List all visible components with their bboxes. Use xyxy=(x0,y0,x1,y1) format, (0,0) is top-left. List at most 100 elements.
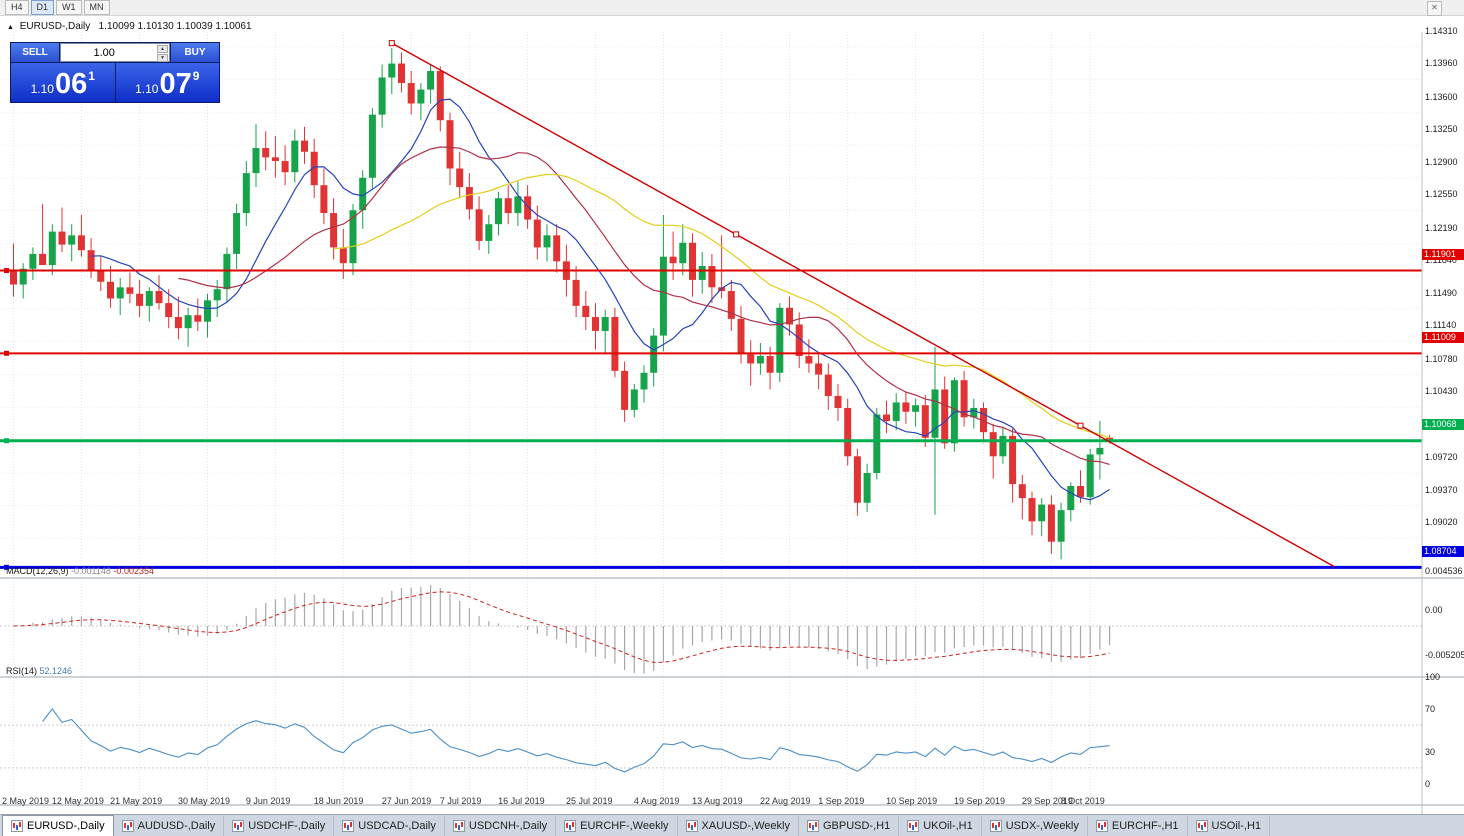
trendline-handle xyxy=(388,40,395,47)
price-axis-tick: 1.10780 xyxy=(1425,353,1458,364)
chart-tab-bar: EURUSD-,Daily AUDUSD-,Daily USDCHF-,Daily U… xyxy=(0,814,1464,836)
chart-canvas[interactable] xyxy=(0,16,1464,830)
chart-tab-label: EURCHF-,H1 xyxy=(1111,820,1179,832)
tab-ukoil-h1[interactable]: UKOil-,H1 xyxy=(899,816,982,836)
candles xyxy=(10,47,1114,560)
timeframe-toolbar: H4 D1 W1 MN xyxy=(0,0,1464,16)
tab-eurchf-h1[interactable]: EURCHF-,H1 xyxy=(1088,816,1188,836)
rsi-axis-tick: 0 xyxy=(1425,779,1431,789)
chart-tab-label: USDCAD-,Daily xyxy=(358,820,436,832)
chart-tab-label: USDX-,Weekly xyxy=(1005,820,1079,832)
descending-trendline[interactable] xyxy=(391,42,1335,568)
timeframe-mn-button[interactable]: MN xyxy=(83,0,110,15)
macd-axis-tick: 0.00 xyxy=(1425,605,1443,615)
price-badge-1.08704: 1.08704 xyxy=(1422,545,1464,557)
trendline-handle xyxy=(733,231,740,238)
one-click-trading-panel: SELL ▲ ▼ BUY 1.10 06 1 1.10 xyxy=(10,42,220,103)
chart-ohlc-values: 1.10099 1.10130 1.10039 1.10061 xyxy=(98,21,252,32)
tab-xauusd-weekly[interactable]: XAUUSD-,Weekly xyxy=(678,816,799,836)
tab-eurchf-weekly[interactable]: EURCHF-,Weekly xyxy=(556,816,678,836)
sell-button[interactable]: SELL xyxy=(11,43,59,62)
moving-average-18 xyxy=(178,146,1110,465)
chart-tab-label: USDCNH-,Daily xyxy=(468,820,548,832)
chart-region: 1.14310 1.13960 1.13600 1.13250 1.12900 1.125… xyxy=(0,16,1464,829)
date-axis-label: 7 Jul 2019 xyxy=(439,796,482,806)
price-axis-tick: 1.13600 xyxy=(1425,91,1458,102)
tab-usdchf-daily[interactable]: USDCHF-,Daily xyxy=(224,816,335,836)
date-axis-label: 9 Jun 2019 xyxy=(245,796,291,806)
sell-price-display[interactable]: 1.10 06 1 xyxy=(11,63,115,102)
price-axis-tick: 1.11490 xyxy=(1425,287,1457,298)
tab-audusd-daily[interactable]: AUDUSD-,Daily xyxy=(114,816,225,836)
date-axis-label: 27 Jun 2019 xyxy=(381,796,432,806)
sell-price-big: 06 xyxy=(54,68,88,100)
price-axis-tick: 1.12550 xyxy=(1425,189,1458,200)
trendline-handle xyxy=(1077,422,1084,429)
tab-usdcad-daily[interactable]: USDCAD-,Daily xyxy=(334,816,445,836)
chart-tab-icon xyxy=(1195,820,1208,832)
rsi-axis-tick: 30 xyxy=(1425,746,1436,757)
tab-eurusd-daily[interactable]: EURUSD-,Daily xyxy=(2,815,114,836)
timeframe-h4-button[interactable]: H4 xyxy=(5,0,29,15)
date-axis-label: 16 Jul 2019 xyxy=(498,796,545,806)
chart-objects xyxy=(0,40,1422,570)
volume-input[interactable] xyxy=(61,46,148,59)
chart-tab-icon xyxy=(685,820,698,832)
date-axis-label: 1 Sep 2019 xyxy=(818,796,865,806)
buy-price-display[interactable]: 1.10 07 9 xyxy=(115,63,219,102)
one-click-collapse-icon[interactable]: ▲ xyxy=(7,24,14,31)
price-axis-tick: 1.10430 xyxy=(1425,386,1458,397)
chart-tab-label: XAUUSD-,Weekly xyxy=(701,820,790,832)
chart-tab-label: USDCHF-,Daily xyxy=(248,820,326,832)
date-axis-label: 13 Aug 2019 xyxy=(692,796,743,806)
date-axis-label: 29 Sep 2019 xyxy=(1021,796,1073,806)
tab-usdcnh-daily[interactable]: USDCNH-,Daily xyxy=(445,816,557,836)
chart-tab-icon xyxy=(232,820,245,832)
date-axis-label: 4 Aug 2019 xyxy=(633,796,680,806)
buy-price-pip: 9 xyxy=(192,69,200,83)
chart-tab-label: AUDUSD-,Daily xyxy=(137,820,216,832)
chart-tab-label: GBPUSD-,H1 xyxy=(822,820,891,832)
chart-tab-icon xyxy=(907,820,920,832)
volume-field: ▲ ▼ xyxy=(60,43,170,62)
timeframe-w1-button[interactable]: W1 xyxy=(56,0,82,15)
price-axis-tick: 1.14310 xyxy=(1425,25,1458,36)
chart-tab-icon xyxy=(1095,820,1108,832)
chart-tab-icon xyxy=(564,820,577,832)
tab-usoil-h1[interactable]: USOil-,H1 xyxy=(1188,816,1271,836)
macd-signal-line xyxy=(13,591,1110,663)
date-axis-label: 19 Sep 2019 xyxy=(954,796,1006,806)
toolbar-close-button[interactable]: ✕ xyxy=(1427,1,1442,16)
chart-tab-icon xyxy=(11,820,23,832)
tab-gbpusd-h1[interactable]: GBPUSD-,H1 xyxy=(799,816,900,836)
indicators xyxy=(0,98,1422,773)
chart-tab-label: EURCHF-,Weekly xyxy=(580,820,669,832)
volume-down-icon[interactable]: ▼ xyxy=(157,54,168,62)
date-axis-label: 10 Sep 2019 xyxy=(886,796,938,806)
price-axis-tick: 1.12900 xyxy=(1425,156,1458,167)
chart-symbol-period: EURUSD-,Daily xyxy=(19,21,91,32)
sell-price-pip: 1 xyxy=(88,69,95,83)
macd-header: MACD(12,26,9) -0.001148 -0.002354 xyxy=(6,566,154,576)
volume-up-icon[interactable]: ▲ xyxy=(157,45,168,53)
date-axis-label: 25 Jul 2019 xyxy=(566,796,613,806)
buy-button[interactable]: BUY xyxy=(171,43,219,62)
grid-lines xyxy=(0,32,1422,804)
chart-ohlc-title: ▲ EURUSD-,Daily 1.10099 1.10130 1.10039 … xyxy=(7,21,252,32)
timeframe-d1-button[interactable]: D1 xyxy=(30,0,55,15)
price-badge-1.11009: 1.11009 xyxy=(1422,331,1464,343)
chart-tab-label: USOil-,H1 xyxy=(1211,820,1262,832)
price-axis-tick: 1.09020 xyxy=(1425,517,1458,527)
date-axis-label: 30 May 2019 xyxy=(178,796,231,806)
price-badge-1.10068: 1.10068 xyxy=(1422,419,1464,431)
buy-price-prefix: 1.10 xyxy=(135,82,159,96)
chart-tab-label: EURUSD-,Daily xyxy=(27,820,105,832)
macd-value-signal: -0.002354 xyxy=(113,566,154,576)
rsi-label: RSI(14) xyxy=(6,666,38,676)
date-axis-label: 8 Oct 2019 xyxy=(1060,796,1105,806)
date-axis-label: 21 May 2019 xyxy=(110,796,163,806)
buy-price-big: 07 xyxy=(159,68,192,100)
rsi-line xyxy=(42,707,1110,773)
tab-usdx-weekly[interactable]: USDX-,Weekly xyxy=(982,816,1088,836)
rsi-value: 52.1246 xyxy=(39,666,73,676)
